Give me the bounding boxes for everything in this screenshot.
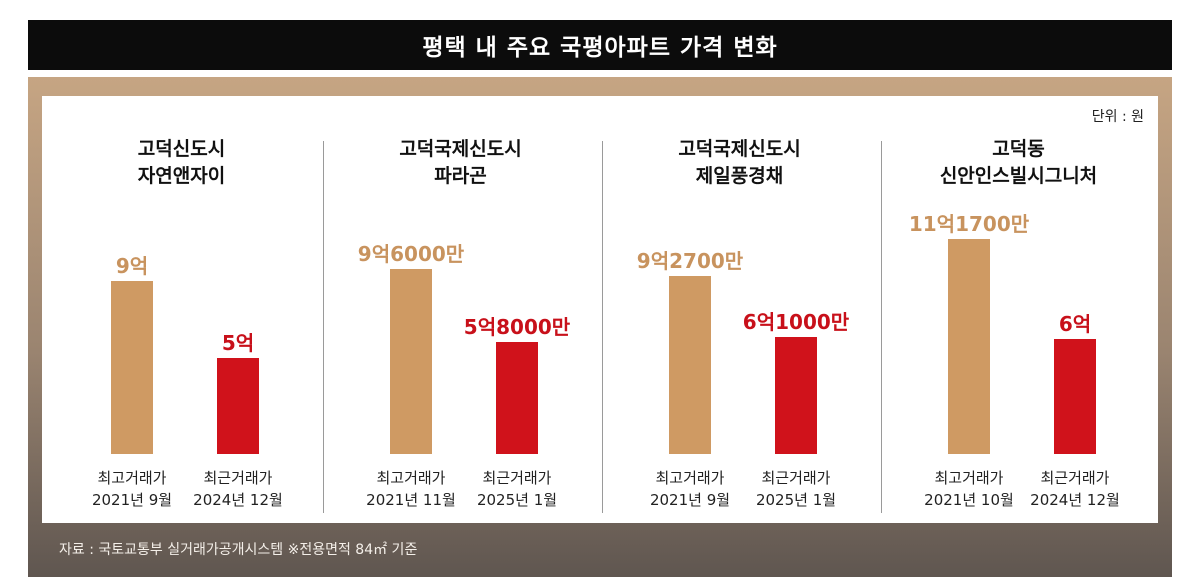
value-label: 5억 bbox=[221, 331, 255, 355]
chart-title: 평택 내 주요 국평아파트 가격 변화 bbox=[422, 35, 778, 61]
bar-caption: 최고거래가 2021년 9월 bbox=[62, 467, 202, 511]
recent-price-bar bbox=[496, 342, 538, 454]
bar-caption: 최근거래가 2024년 12월 bbox=[1005, 467, 1145, 511]
max-price-bar bbox=[111, 281, 153, 454]
source-note: 자료 : 국토교통부 실거래가공개시스템 ※전용면적 84㎡ 기준 bbox=[59, 542, 418, 558]
bar-caption-line: 최근거래가 bbox=[482, 469, 552, 487]
bar-caption: 최근거래가 2025년 1월 bbox=[447, 467, 587, 511]
value-label: 9억6000만 bbox=[357, 242, 465, 266]
bar-caption-line: 최고거래가 bbox=[655, 469, 725, 487]
value-label: 9억 bbox=[115, 254, 149, 278]
bar-caption-line: 최고거래가 bbox=[376, 469, 446, 487]
recent-price-bar bbox=[775, 337, 817, 454]
unit-label: 단위 : 원 bbox=[1091, 109, 1144, 125]
max-price-bar bbox=[390, 269, 432, 454]
group-divider bbox=[602, 141, 603, 513]
bar-caption: 최근거래가 2025년 1월 bbox=[726, 467, 866, 511]
bar-caption-line: 2025년 1월 bbox=[476, 491, 558, 509]
bar-caption: 최고거래가 2021년 10월 bbox=[899, 467, 1039, 511]
bar-caption: 최고거래가 2021년 9월 bbox=[620, 467, 760, 511]
value-label: 6억 bbox=[1058, 312, 1092, 336]
bar-caption-line: 2024년 12월 bbox=[193, 491, 283, 509]
bar-caption-line: 2021년 9월 bbox=[91, 491, 173, 509]
bar-caption-line: 2024년 12월 bbox=[1030, 491, 1120, 509]
group-title-line: 고덕국제신도시 bbox=[678, 138, 801, 160]
bar-caption-line: 최근거래가 bbox=[761, 469, 831, 487]
group-title-line: 신안인스빌시그니처 bbox=[939, 165, 1098, 187]
bar-caption: 최고거래가 2021년 11월 bbox=[341, 467, 481, 511]
group-divider bbox=[881, 141, 882, 513]
max-price-bar bbox=[669, 276, 711, 454]
bar-caption: 최근거래가 2024년 12월 bbox=[168, 467, 308, 511]
bar-caption-line: 최근거래가 bbox=[203, 469, 273, 487]
bar-caption-line: 최고거래가 bbox=[934, 469, 1004, 487]
bar-caption-line: 2021년 10월 bbox=[924, 491, 1014, 509]
value-label: 11억1700만 bbox=[908, 212, 1030, 236]
group-title-line: 고덕국제신도시 bbox=[399, 138, 522, 160]
group-title-line: 고덕신도시 bbox=[137, 138, 226, 160]
bar-caption-line: 2021년 9월 bbox=[649, 491, 731, 509]
bar-caption-line: 최근거래가 bbox=[1040, 469, 1110, 487]
value-label: 9억2700만 bbox=[636, 249, 744, 273]
group-divider bbox=[323, 141, 324, 513]
value-label: 5억8000만 bbox=[463, 315, 571, 339]
value-label: 6억1000만 bbox=[742, 310, 850, 334]
group-title-line: 제일풍경채 bbox=[695, 165, 784, 187]
bar-caption-line: 최고거래가 bbox=[97, 469, 167, 487]
group-title-line: 고덕동 bbox=[992, 138, 1045, 160]
bar-caption-line: 2021년 11월 bbox=[366, 491, 456, 509]
bar-caption-line: 2025년 1월 bbox=[755, 491, 837, 509]
chart-title-bar: 평택 내 주요 국평아파트 가격 변화 bbox=[28, 20, 1172, 70]
recent-price-bar bbox=[1054, 339, 1096, 454]
recent-price-bar bbox=[217, 358, 259, 454]
max-price-bar bbox=[948, 239, 990, 454]
group-title-line: 파라곤 bbox=[434, 165, 487, 187]
group-title-line: 자연앤자이 bbox=[137, 165, 226, 187]
